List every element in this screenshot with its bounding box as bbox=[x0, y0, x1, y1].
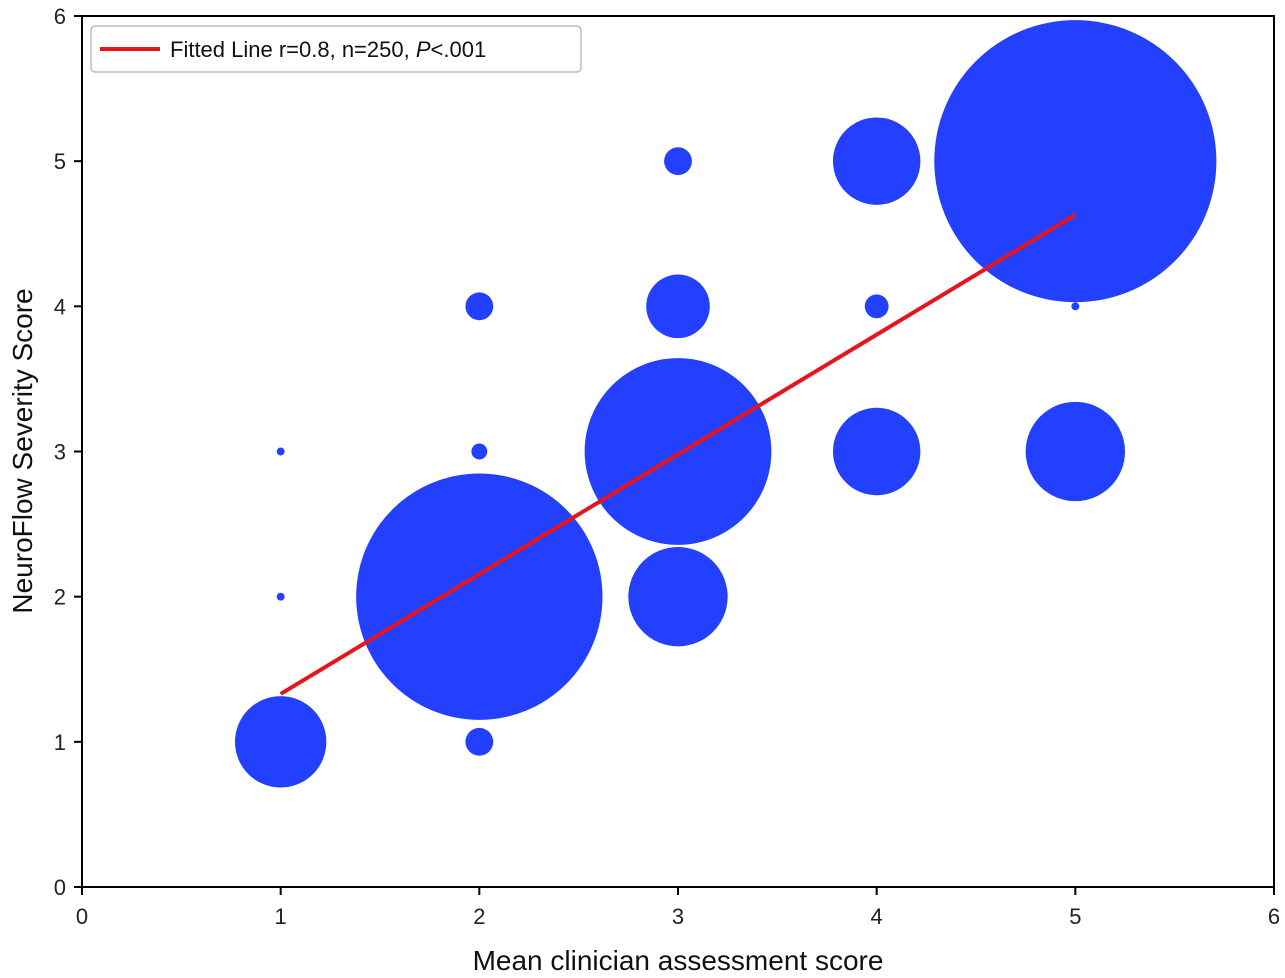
bubble-point bbox=[865, 294, 889, 318]
x-tick-label: 6 bbox=[1268, 904, 1280, 929]
bubble-point bbox=[356, 473, 602, 719]
x-tick-label: 1 bbox=[275, 904, 287, 929]
legend: Fitted Line r=0.8, n=250, P<.001 bbox=[91, 26, 581, 72]
bubble-point bbox=[833, 117, 920, 204]
x-tick-label: 4 bbox=[871, 904, 883, 929]
y-tick-label: 5 bbox=[54, 149, 66, 174]
legend-suffix: <.001 bbox=[431, 37, 487, 62]
legend-italic: P bbox=[416, 37, 431, 62]
bubble-point bbox=[471, 444, 487, 460]
x-axis-title: Mean clinician assessment score bbox=[473, 945, 884, 976]
bubble-point bbox=[628, 547, 727, 646]
y-tick-label: 1 bbox=[54, 730, 66, 755]
legend-text: Fitted Line r=0.8, n=250, bbox=[170, 37, 416, 62]
y-tick-label: 4 bbox=[54, 294, 66, 319]
bubble-point bbox=[934, 20, 1216, 302]
bubble-point bbox=[235, 696, 326, 787]
bubble-point bbox=[833, 408, 920, 495]
x-tick-label: 5 bbox=[1069, 904, 1081, 929]
y-tick-label: 3 bbox=[54, 440, 66, 465]
bubble-point bbox=[664, 147, 692, 175]
x-tick-label: 2 bbox=[473, 904, 485, 929]
bubble-point bbox=[277, 448, 285, 456]
bubble-point bbox=[585, 358, 772, 545]
bubble-point bbox=[277, 593, 285, 601]
y-tick-label: 6 bbox=[54, 4, 66, 29]
x-axis-ticks: 0 1 2 3 4 5 6 bbox=[76, 887, 1280, 929]
bubble-point bbox=[465, 728, 493, 756]
bubble-point bbox=[1026, 402, 1125, 501]
x-tick-label: 0 bbox=[76, 904, 88, 929]
bubble-point bbox=[1071, 302, 1079, 310]
y-tick-label: 2 bbox=[54, 585, 66, 610]
legend-label: Fitted Line r=0.8, n=250, P<.001 bbox=[170, 37, 486, 62]
y-axis-title: NeuroFlow Severity Score bbox=[7, 288, 38, 613]
y-tick-label: 0 bbox=[54, 875, 66, 900]
y-axis-ticks: 0 1 2 3 4 5 6 bbox=[54, 4, 82, 900]
bubble-point bbox=[646, 275, 710, 339]
x-tick-label: 3 bbox=[672, 904, 684, 929]
bubbles-layer bbox=[235, 20, 1216, 787]
bubble-point bbox=[465, 292, 493, 320]
